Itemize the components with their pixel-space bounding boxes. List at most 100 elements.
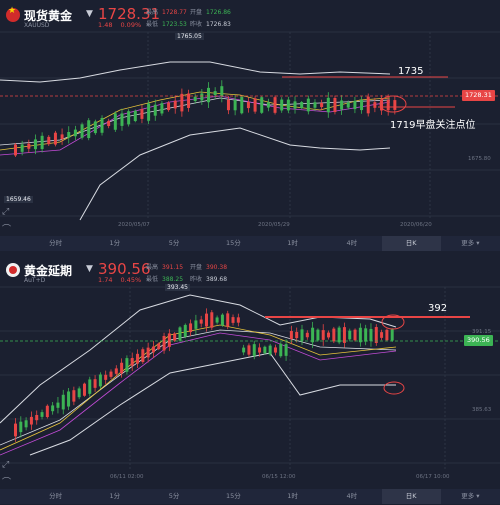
candle-body: [346, 102, 350, 108]
tab-4hour[interactable]: 4时: [346, 239, 358, 247]
tab-15min[interactable]: 15分: [225, 492, 241, 500]
period-tabs: 分时 1分 5分 15分 1时 4时 日K 更多 ▾: [0, 489, 500, 504]
candle-body: [385, 329, 389, 341]
candle-body: [120, 362, 124, 374]
candle-body: [27, 143, 31, 149]
candle-body: [93, 379, 97, 388]
tab-1min[interactable]: 1分: [109, 239, 121, 247]
candle-body: [311, 327, 315, 343]
candle-body: [364, 328, 368, 342]
candle-body: [93, 121, 97, 134]
tab-5min[interactable]: 5分: [168, 492, 180, 500]
chevron-down-icon[interactable]: ▼: [86, 9, 93, 19]
candle-body: [60, 134, 64, 140]
candle-body: [47, 136, 51, 145]
candle-body: [72, 390, 76, 402]
candle-body: [289, 331, 293, 339]
candle-body: [133, 110, 137, 122]
candle-body: [120, 113, 124, 126]
candle-body: [231, 317, 235, 323]
candlestick-chart[interactable]: [0, 0, 500, 240]
tab-timeshare[interactable]: 分时: [49, 239, 63, 247]
candle-body: [56, 402, 60, 408]
last-price: 390.56: [98, 260, 151, 278]
candle-body: [374, 327, 378, 343]
candle-body: [98, 374, 102, 387]
candle-body: [77, 388, 81, 398]
price-tag: 1728.31: [462, 90, 495, 101]
candle-body: [40, 412, 44, 417]
candle-body: [194, 320, 198, 329]
candle-body: [284, 344, 288, 356]
gold-td-header: 黄金延期 ▼ AuT+D 390.56 1.74 0.45% 最高 391.15 开…: [0, 255, 500, 287]
tab-15min[interactable]: 15分: [225, 239, 241, 247]
candle-body: [386, 99, 390, 111]
candle-body: [19, 421, 23, 433]
candle-body: [240, 96, 244, 114]
date-label: 2020/05/07: [118, 222, 150, 228]
drawing-tool-icon[interactable]: ⤢: [2, 460, 10, 470]
ma-line: [0, 324, 397, 451]
candle-body: [327, 332, 331, 338]
candle-body: [393, 100, 397, 110]
candle-body: [153, 104, 157, 116]
tab-5min[interactable]: 5分: [168, 239, 180, 247]
candle-body: [332, 328, 336, 342]
china-flag-icon: [6, 263, 20, 277]
candle-body: [104, 374, 108, 380]
bollinger-mid: [0, 97, 391, 146]
drawing-tool-icon[interactable]: ⤢: [2, 207, 10, 217]
tab-more[interactable]: 更多 ▾: [461, 492, 480, 500]
tab-1hour[interactable]: 1时: [287, 239, 298, 247]
candle-body: [226, 313, 230, 327]
bollinger-lower: [29, 352, 396, 456]
tab-1hour[interactable]: 1时: [287, 492, 298, 500]
instrument-symbol: XAUUSD: [24, 22, 50, 29]
candle-body: [380, 99, 384, 111]
indicator-icon[interactable]: ⌒: [2, 478, 12, 488]
date-label: 06/17 10:00: [416, 474, 450, 480]
candle-body: [183, 324, 187, 337]
tab-4hour[interactable]: 4时: [346, 492, 358, 500]
tab-daily[interactable]: 日K: [381, 489, 441, 504]
candle-body: [162, 335, 166, 351]
gold-td-panel: 黄金延期 ▼ AuT+D 390.56 1.74 0.45% 最高 391.15 开…: [0, 255, 500, 505]
candle-body: [107, 120, 111, 127]
highlight-circle: [381, 314, 405, 330]
chart-high-label: 1765.05: [175, 33, 204, 40]
instrument-name[interactable]: 现货黄金: [24, 9, 73, 23]
candle-body: [82, 383, 86, 396]
candle-body: [157, 343, 161, 350]
candlestick-chart[interactable]: [0, 255, 500, 490]
candle-body: [113, 113, 117, 130]
candle-body: [87, 120, 91, 139]
candle-body: [279, 343, 283, 357]
candle-body: [300, 102, 304, 108]
tab-more[interactable]: 更多 ▾: [461, 239, 480, 247]
instrument-symbol: AuT+D: [24, 277, 46, 284]
y-axis-label: 1675.80: [468, 156, 491, 162]
candle-body: [268, 345, 272, 355]
chevron-down-icon[interactable]: ▼: [86, 264, 93, 274]
bollinger-upper: [0, 61, 391, 83]
date-label: 06/15 12:00: [262, 474, 296, 480]
candle-body: [61, 394, 65, 410]
candle-body: [320, 102, 324, 108]
candle-body: [199, 319, 203, 324]
indicator-icon[interactable]: ⌒: [2, 225, 12, 235]
instrument-name[interactable]: 黄金延期: [24, 264, 73, 278]
candle-body: [220, 314, 224, 326]
price-change: 1.48 0.09%: [98, 21, 142, 29]
candle-body: [114, 368, 118, 374]
tab-timeshare[interactable]: 分时: [49, 492, 63, 500]
tab-1min[interactable]: 1分: [109, 492, 121, 500]
candle-body: [266, 102, 270, 108]
candle-body: [193, 96, 197, 102]
tab-daily[interactable]: 日K: [381, 236, 441, 251]
stat-low: 最低 388.25: [146, 276, 184, 283]
highlight-circle: [379, 95, 407, 113]
stat-high: 最高 1728.77: [146, 9, 187, 16]
candle-body: [24, 420, 28, 428]
stat-prev-close: 昨收 1726.83: [190, 21, 231, 28]
candle-body: [273, 347, 277, 353]
